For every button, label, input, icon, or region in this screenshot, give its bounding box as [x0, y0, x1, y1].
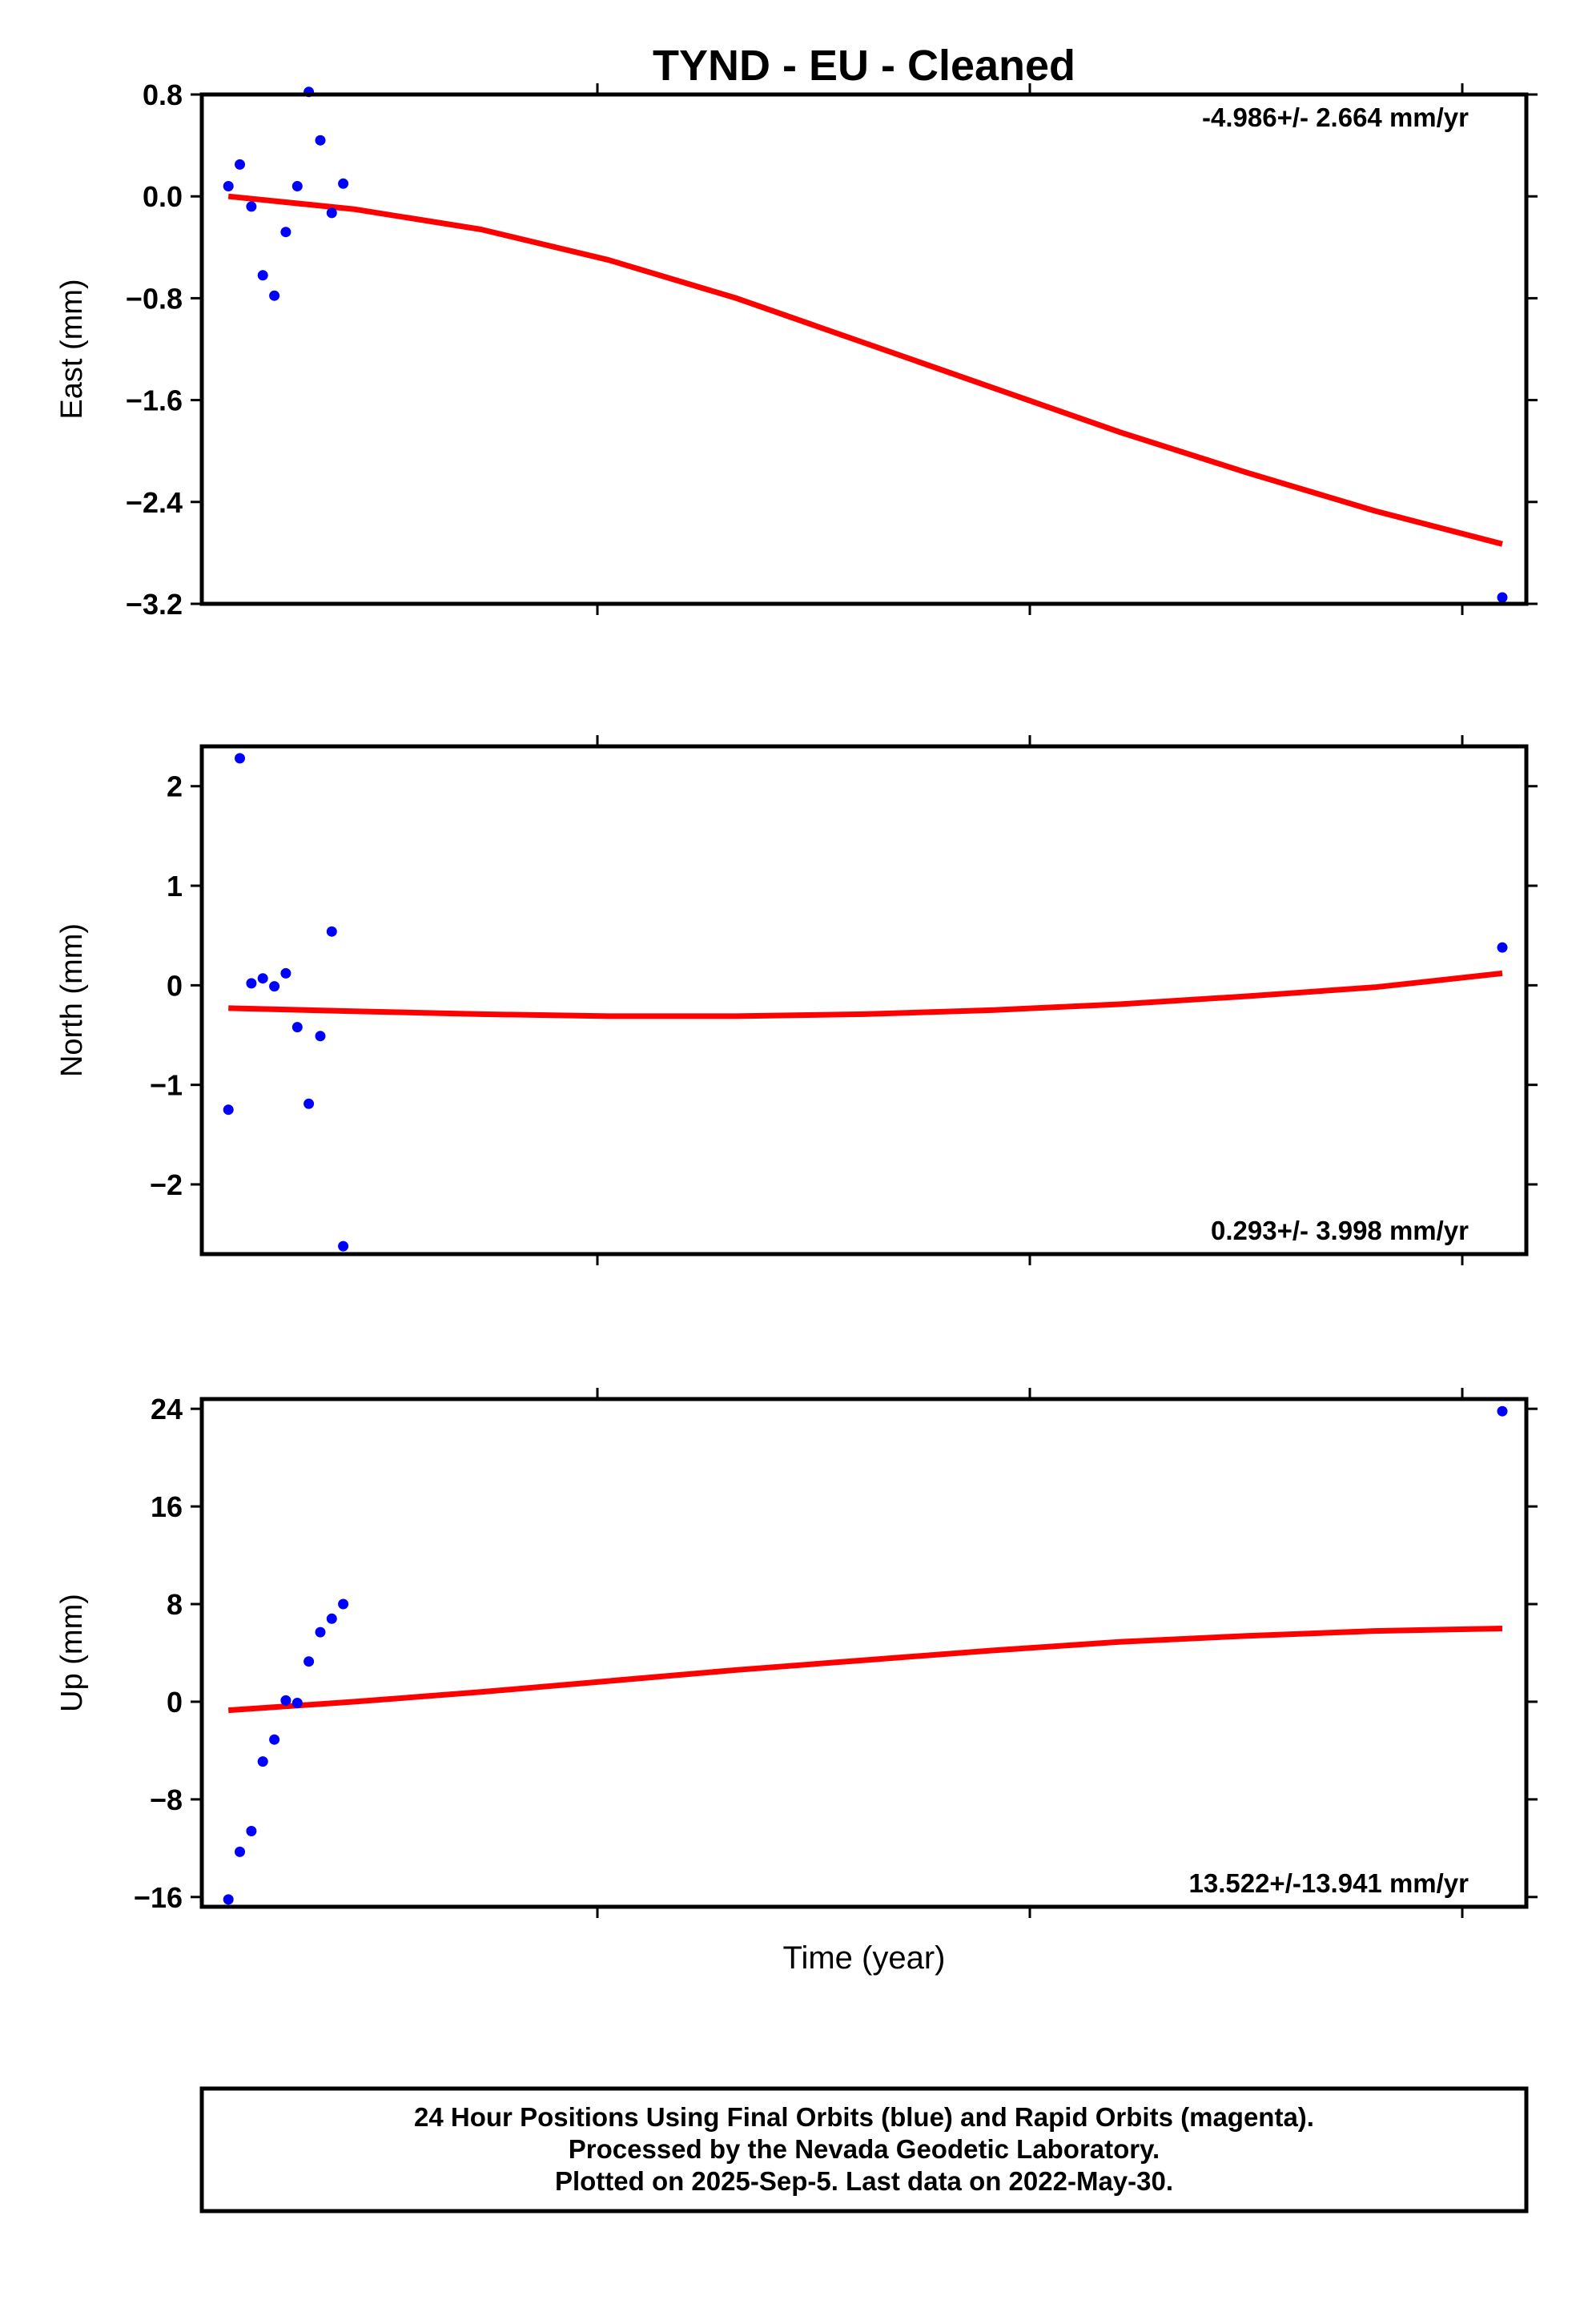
data-point: [223, 1894, 234, 1905]
plot-frame: [199, 744, 1529, 1256]
data-point: [235, 753, 245, 764]
data-point: [326, 926, 337, 937]
data-point: [223, 1104, 234, 1116]
footer-line-1: 24 Hour Positions Using Final Orbits (bl…: [414, 2102, 1314, 2132]
x-axis-label: Time (year): [783, 1940, 946, 1976]
y-tick-label: 24: [151, 1393, 183, 1425]
footer-line-2: Processed by the Nevada Geodetic Laborat…: [569, 2134, 1160, 2164]
data-point: [223, 181, 234, 191]
y-tick-label: 1: [167, 870, 183, 903]
y-tick-label: 0.8: [143, 78, 183, 111]
footer-box: [199, 2086, 1529, 2213]
data-point: [326, 207, 337, 219]
y-tick-label: −2: [150, 1168, 183, 1201]
chart-panels: 0.8 0.0 −0.8 −1.6 −2.4 −3.2 East (mm) -4.986+/-…: [55, 78, 1538, 1918]
y-tick-label: −3.2: [126, 588, 183, 621]
y-tick-label: −1.6: [126, 384, 183, 417]
data-point: [304, 1098, 315, 1109]
y-tick-label: −1: [150, 1069, 183, 1102]
y-tick-label: −8: [150, 1783, 183, 1816]
data-point: [257, 270, 268, 281]
y-tick-label: 16: [151, 1490, 183, 1523]
y-tick-label: 0: [167, 1686, 183, 1719]
data-point: [326, 1613, 337, 1624]
y-axis-label: East (mm): [55, 279, 89, 419]
y-axis-label: Up (mm): [55, 1594, 89, 1712]
fit-line: [228, 970, 1503, 1019]
data-point: [246, 201, 257, 212]
data-point: [246, 978, 257, 989]
plot-frame: [199, 1397, 1529, 1909]
data-point: [291, 1022, 303, 1033]
data-point: [257, 973, 268, 984]
data-point: [315, 1031, 326, 1042]
data-point: [280, 1695, 291, 1706]
data-point: [315, 135, 326, 146]
y-tick-label: −16: [134, 1881, 183, 1914]
data-point: [1497, 942, 1508, 953]
rate-annotation: 13.522+/-13.941 mm/yr: [1188, 1868, 1469, 1898]
data-point: [280, 967, 291, 979]
data-point: [338, 1240, 349, 1252]
y-tick-label: 2: [167, 770, 183, 803]
data-point: [1497, 1405, 1508, 1417]
data-point: [338, 1598, 349, 1610]
panel-3: 24 16 8 0 −8 −16 Up (mm) 13.522+/-13.941 mm/yr: [55, 1388, 1538, 1918]
data-point: [304, 1656, 315, 1667]
fit-line: [227, 1626, 1503, 1714]
data-point: [338, 178, 349, 189]
data-point: [257, 1756, 268, 1767]
data-point: [269, 1734, 280, 1745]
footer-line-3: Plotted on 2025-Sep-5. Last data on 2022…: [555, 2166, 1173, 2196]
y-tick-label: 0: [167, 969, 183, 1002]
data-point: [246, 1826, 257, 1836]
y-tick-label: −2.4: [126, 486, 183, 519]
rate-annotation: -4.986+/- 2.664 mm/yr: [1202, 103, 1469, 132]
data-point: [269, 290, 280, 301]
data-point: [235, 159, 245, 170]
panel-2: 2 1 0 −1 −2 North (mm) 0.293+/- 3.998 mm/yr: [55, 735, 1538, 1265]
data-point: [315, 1626, 326, 1638]
y-axis-label: North (mm): [55, 923, 89, 1077]
data-point: [280, 227, 291, 238]
panel-1: 0.8 0.0 −0.8 −1.6 −2.4 −3.2 East (mm) -4.986+/-…: [55, 78, 1538, 621]
plot-frame: [199, 92, 1529, 606]
rate-annotation: 0.293+/- 3.998 mm/yr: [1211, 1216, 1469, 1245]
data-point: [269, 981, 280, 992]
data-point: [291, 181, 303, 191]
fit-line: [227, 193, 1503, 547]
y-tick-label: 0.0: [143, 180, 183, 213]
y-tick-label: −0.8: [126, 282, 183, 315]
data-point: [235, 1846, 245, 1857]
data-point: [291, 1698, 303, 1708]
chart-title: TYND - EU - Cleaned: [653, 42, 1075, 90]
y-tick-label: 8: [167, 1588, 183, 1621]
data-point: [1497, 592, 1508, 603]
